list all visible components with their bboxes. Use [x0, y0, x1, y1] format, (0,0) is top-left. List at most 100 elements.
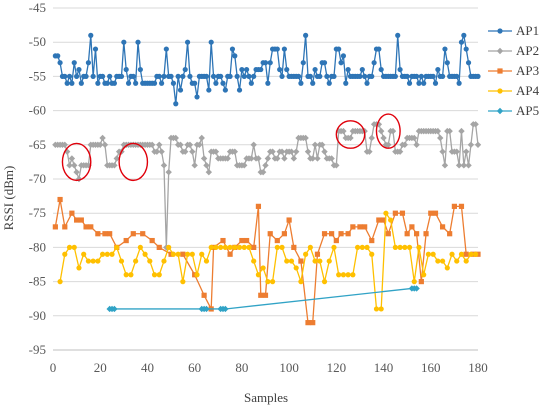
- data-point-ap2: [172, 134, 179, 142]
- data-point-ap1: [395, 32, 401, 38]
- data-point-ap2: [264, 155, 272, 162]
- data-point-ap4: [246, 244, 252, 250]
- data-point-ap2: [281, 155, 288, 162]
- data-point-ap3: [149, 237, 155, 244]
- data-point-ap1: [251, 73, 257, 79]
- x-tick-label: 20: [94, 360, 107, 375]
- data-point-ap2: [446, 127, 453, 135]
- data-point-ap1: [317, 73, 323, 79]
- data-point-ap3: [314, 251, 321, 257]
- data-point-ap1: [458, 39, 465, 45]
- data-point-ap1: [218, 73, 224, 79]
- data-point-ap1: [156, 73, 162, 79]
- data-point-ap1: [234, 73, 240, 79]
- data-point-ap3: [244, 237, 250, 244]
- data-point-ap4: [350, 272, 356, 278]
- data-point-ap1: [376, 46, 382, 52]
- data-point-ap2: [467, 141, 475, 148]
- data-point-ap1: [168, 73, 174, 79]
- data-point-ap3: [291, 244, 297, 250]
- data-point-ap2: [241, 162, 248, 169]
- data-point-ap2: [455, 162, 463, 169]
- data-point-ap4: [213, 244, 219, 250]
- data-point-ap4: [378, 306, 384, 312]
- data-point-ap1: [418, 73, 424, 79]
- data-point-ap4: [156, 272, 162, 278]
- data-point-ap1: [338, 60, 344, 66]
- data-point-ap4: [331, 244, 337, 250]
- data-point-ap4: [161, 258, 167, 264]
- data-point-ap4: [317, 258, 323, 264]
- data-point-ap4: [137, 244, 143, 250]
- data-point-ap2: [71, 162, 78, 169]
- data-point-ap4: [57, 279, 63, 285]
- data-point-ap4: [312, 258, 318, 264]
- data-point-ap1: [300, 60, 306, 66]
- data-point-ap4: [175, 251, 181, 257]
- data-point-ap1: [295, 73, 302, 79]
- series-line-ap2: [55, 123, 479, 249]
- data-point-ap3: [227, 251, 233, 257]
- data-point-ap1: [336, 46, 342, 52]
- data-point-ap1: [125, 80, 132, 86]
- data-point-ap1: [123, 66, 129, 73]
- data-point-ap1: [161, 73, 167, 79]
- data-point-ap1: [203, 73, 210, 79]
- data-point-ap2: [248, 155, 255, 162]
- data-point-ap1: [267, 60, 273, 66]
- data-point-ap1: [456, 80, 462, 86]
- legend-label-ap2: AP2: [516, 43, 539, 58]
- x-tick-label: 160: [421, 360, 441, 375]
- data-point-ap1: [182, 66, 188, 73]
- series-line-ap1: [55, 34, 478, 105]
- data-point-ap3: [255, 203, 262, 209]
- data-point-ap1: [99, 73, 106, 79]
- data-point-ap2: [198, 134, 205, 142]
- data-point-ap2: [340, 127, 347, 135]
- data-point-ap2: [474, 141, 482, 148]
- series-ap3: [52, 196, 481, 326]
- data-point-ap1: [76, 66, 82, 73]
- y-tick-label: -75: [29, 205, 46, 220]
- data-point-ap1: [95, 80, 101, 86]
- data-point-ap3: [88, 224, 94, 230]
- legend: AP1 AP2 AP3 AP4 AP5: [488, 23, 540, 118]
- data-point-ap4: [255, 272, 262, 278]
- data-point-ap1: [258, 66, 264, 73]
- data-point-ap3: [201, 292, 207, 298]
- data-point-ap4: [392, 244, 398, 250]
- data-point-ap1: [461, 32, 467, 38]
- data-point-ap4: [388, 217, 394, 223]
- data-point-ap4: [293, 265, 299, 271]
- data-point-ap2: [205, 168, 213, 176]
- data-point-ap2: [189, 148, 196, 155]
- data-point-ap4: [180, 279, 186, 285]
- data-point-ap2: [203, 162, 210, 169]
- data-point-ap1: [274, 46, 280, 52]
- data-point-ap3: [83, 224, 89, 230]
- data-point-ap2: [434, 127, 442, 135]
- data-point-ap2: [61, 141, 69, 148]
- data-point-ap2: [250, 141, 257, 148]
- data-point-ap3: [274, 237, 280, 244]
- highlight-ellipse: [61, 142, 92, 182]
- data-point-ap1: [69, 80, 75, 86]
- data-point-ap1: [359, 66, 365, 73]
- data-point-ap2: [269, 148, 276, 155]
- data-point-ap4: [123, 272, 129, 278]
- data-point-ap2: [111, 162, 118, 169]
- data-point-ap3: [305, 320, 311, 326]
- data-point-ap1: [62, 73, 68, 79]
- data-point-ap4: [142, 251, 148, 257]
- y-tick-label: -50: [29, 34, 46, 49]
- data-point-ap4: [95, 258, 101, 264]
- data-point-ap1: [414, 73, 420, 79]
- data-point-ap1: [475, 73, 481, 79]
- data-point-ap4: [288, 258, 295, 264]
- data-point-ap2: [439, 148, 446, 155]
- data-point-ap4: [406, 244, 413, 250]
- data-point-ap2: [441, 162, 449, 169]
- data-point-ap2: [437, 134, 444, 142]
- data-point-ap2: [259, 168, 267, 176]
- legend-marker-ap1: [497, 28, 503, 34]
